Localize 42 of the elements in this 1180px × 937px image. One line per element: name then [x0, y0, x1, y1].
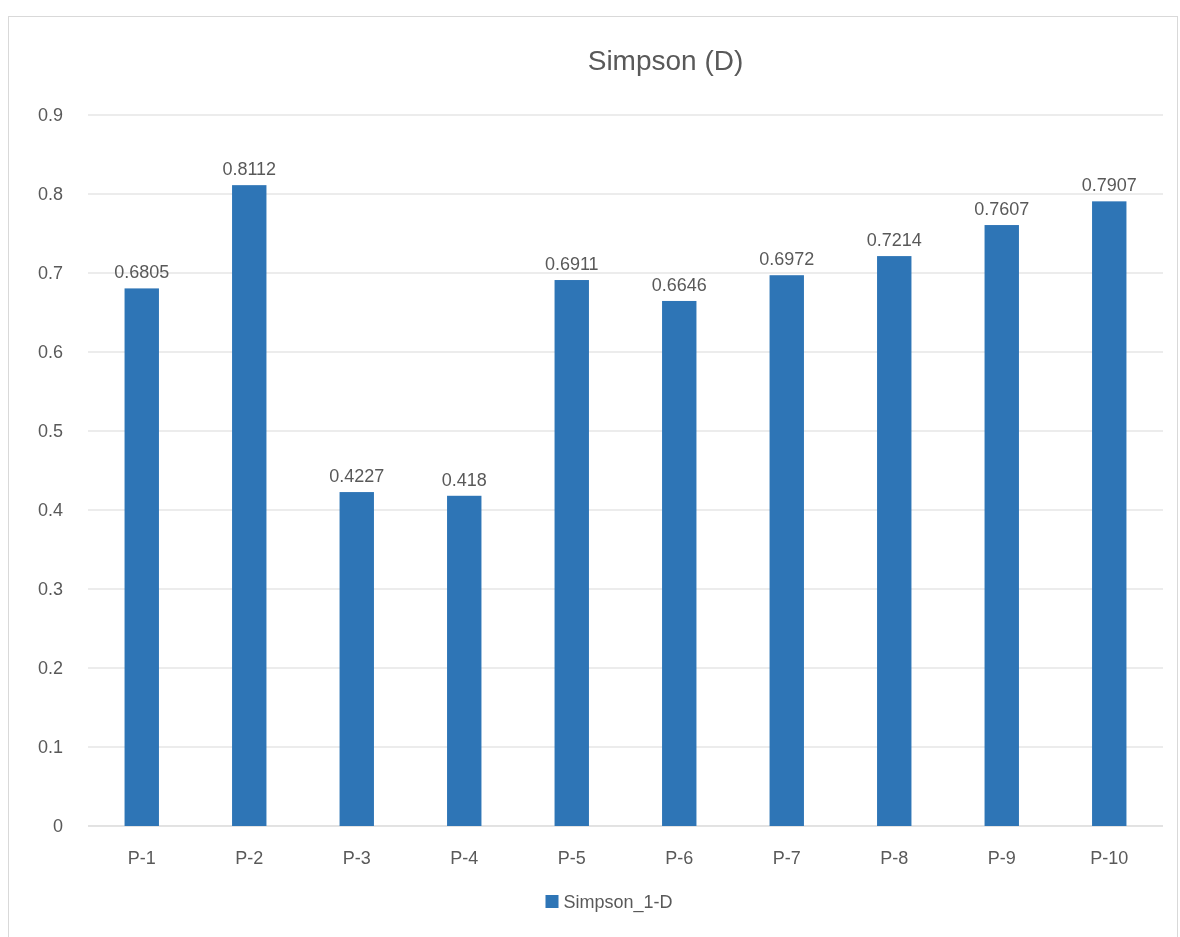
- data-label: 0.6646: [651, 274, 707, 295]
- x-tick-label: P-3: [342, 848, 371, 868]
- bar: [1092, 201, 1127, 826]
- y-tick-label: 0.1: [37, 737, 63, 758]
- x-tick-label: P-4: [450, 848, 479, 868]
- bar: [232, 185, 267, 826]
- bar: [124, 288, 159, 826]
- legend-label: Simpson_1-D: [563, 892, 673, 913]
- x-tick-label: P-5: [557, 848, 586, 868]
- bar: [984, 225, 1019, 826]
- data-label: 0.8112: [222, 159, 277, 180]
- data-label: 0.4227: [329, 466, 385, 487]
- chart-title: Simpson (D): [587, 45, 744, 76]
- x-tick-label: P-9: [987, 848, 1016, 868]
- bar: [662, 300, 697, 826]
- y-tick-label: 0.6: [37, 342, 63, 363]
- x-tick-label: P-10: [1090, 848, 1129, 868]
- x-tick-label: P-2: [235, 848, 264, 868]
- y-tick-label: 0.8: [37, 184, 63, 205]
- data-label: 0.7214: [866, 230, 922, 251]
- x-tick-label: P-8: [880, 848, 909, 868]
- y-tick-label: 0.7: [37, 263, 63, 284]
- data-label: 0.7907: [1081, 175, 1137, 196]
- y-tick-label: 0.2: [37, 658, 63, 679]
- x-tick-label: P-1: [127, 848, 156, 868]
- x-tick-label: P-6: [665, 848, 694, 868]
- y-tick-label: 0.9: [37, 105, 63, 126]
- bar: [447, 495, 482, 826]
- bar: [769, 275, 804, 826]
- data-label: 0.7607: [974, 199, 1030, 220]
- data-label: 0.6972: [759, 249, 815, 270]
- y-tick-label: 0: [52, 816, 63, 837]
- bar: [554, 280, 589, 826]
- y-tick-label: 0.4: [37, 500, 63, 521]
- bar: [877, 256, 912, 826]
- data-label: 0.6805: [114, 262, 170, 283]
- bar: [339, 492, 374, 826]
- data-label: 0.6911: [544, 254, 599, 275]
- y-tick-label: 0.3: [37, 579, 63, 600]
- data-label: 0.418: [441, 469, 487, 490]
- y-tick-label: 0.5: [37, 421, 63, 442]
- x-tick-label: P-7: [772, 848, 801, 868]
